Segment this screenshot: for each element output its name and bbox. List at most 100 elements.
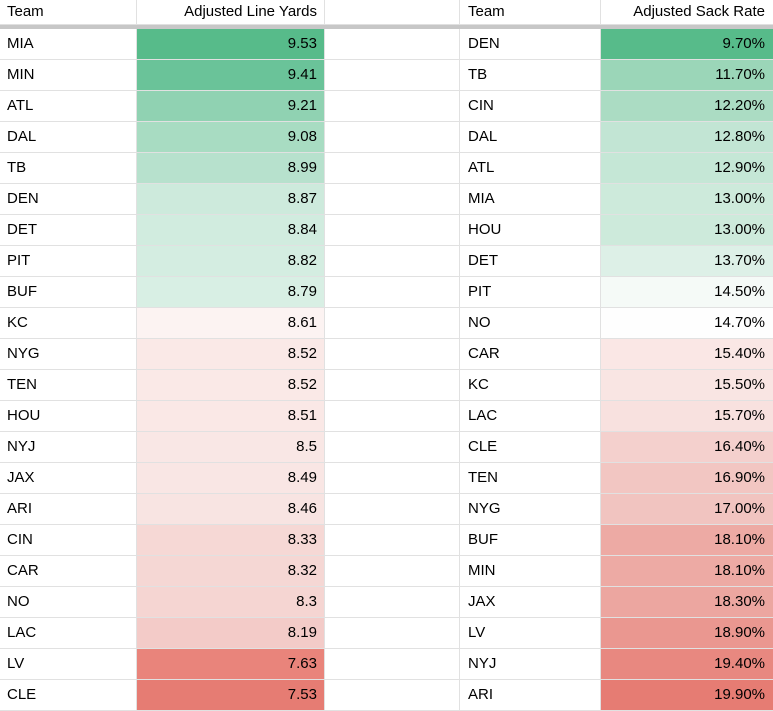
right-team-cell[interactable]: TB <box>460 60 601 91</box>
spacer-cell[interactable] <box>325 122 460 153</box>
right-team-cell[interactable]: CIN <box>460 91 601 122</box>
right-team-cell[interactable]: MIA <box>460 184 601 215</box>
right-value-cell[interactable]: 12.90% <box>601 153 773 184</box>
left-team-cell[interactable]: NO <box>0 587 137 618</box>
left-team-cell[interactable]: BUF <box>0 277 137 308</box>
left-team-cell[interactable]: ARI <box>0 494 137 525</box>
spacer-cell[interactable] <box>325 432 460 463</box>
spacer-cell[interactable] <box>325 680 460 711</box>
right-value-cell[interactable]: 18.10% <box>601 525 773 556</box>
right-value-cell[interactable]: 14.70% <box>601 308 773 339</box>
spacer-cell[interactable] <box>325 60 460 91</box>
right-value-cell[interactable]: 9.70% <box>601 29 773 60</box>
left-value-cell[interactable]: 8.52 <box>137 370 325 401</box>
left-value-cell[interactable]: 8.61 <box>137 308 325 339</box>
right-value-cell[interactable]: 14.50% <box>601 277 773 308</box>
left-team-cell[interactable]: NYG <box>0 339 137 370</box>
left-value-cell[interactable]: 9.08 <box>137 122 325 153</box>
right-team-cell[interactable]: PIT <box>460 277 601 308</box>
spacer-cell[interactable] <box>325 649 460 680</box>
right-value-cell[interactable]: 13.00% <box>601 215 773 246</box>
spacer-cell[interactable] <box>325 401 460 432</box>
left-table-team-header[interactable]: Team <box>0 0 137 24</box>
left-value-cell[interactable]: 7.53 <box>137 680 325 711</box>
left-team-cell[interactable]: CIN <box>0 525 137 556</box>
spacer-cell[interactable] <box>325 184 460 215</box>
left-team-cell[interactable]: PIT <box>0 246 137 277</box>
right-value-cell[interactable]: 13.00% <box>601 184 773 215</box>
left-team-cell[interactable]: CAR <box>0 556 137 587</box>
right-team-cell[interactable]: HOU <box>460 215 601 246</box>
right-team-cell[interactable]: LV <box>460 618 601 649</box>
right-table-value-header[interactable]: Adjusted Sack Rate <box>633 3 765 20</box>
spacer-cell[interactable] <box>325 587 460 618</box>
right-value-cell[interactable]: 11.70% <box>601 60 773 91</box>
spacer-cell[interactable] <box>325 29 460 60</box>
right-value-cell[interactable]: 15.40% <box>601 339 773 370</box>
right-team-cell[interactable]: BUF <box>460 525 601 556</box>
right-team-cell[interactable]: NO <box>460 308 601 339</box>
left-value-cell[interactable]: 8.3 <box>137 587 325 618</box>
left-team-cell[interactable]: TEN <box>0 370 137 401</box>
right-team-cell[interactable]: ATL <box>460 153 601 184</box>
right-team-cell[interactable]: NYG <box>460 494 601 525</box>
right-value-cell[interactable]: 18.10% <box>601 556 773 587</box>
right-value-cell[interactable]: 15.70% <box>601 401 773 432</box>
spacer-cell[interactable] <box>325 277 460 308</box>
spacer-cell[interactable] <box>325 370 460 401</box>
left-team-cell[interactable]: DAL <box>0 122 137 153</box>
left-value-cell[interactable]: 9.21 <box>137 91 325 122</box>
left-value-cell[interactable]: 9.41 <box>137 60 325 91</box>
left-team-cell[interactable]: ATL <box>0 91 137 122</box>
left-value-cell[interactable]: 8.87 <box>137 184 325 215</box>
right-value-cell[interactable]: 19.40% <box>601 649 773 680</box>
spacer-cell[interactable] <box>325 215 460 246</box>
right-team-cell[interactable]: TEN <box>460 463 601 494</box>
spacer-cell[interactable] <box>325 339 460 370</box>
right-team-cell[interactable]: ARI <box>460 680 601 711</box>
right-team-cell[interactable]: MIN <box>460 556 601 587</box>
spacer-cell[interactable] <box>325 91 460 122</box>
left-value-cell[interactable]: 8.52 <box>137 339 325 370</box>
left-value-cell[interactable]: 8.5 <box>137 432 325 463</box>
left-value-cell[interactable]: 8.79 <box>137 277 325 308</box>
left-team-cell[interactable]: CLE <box>0 680 137 711</box>
left-value-cell[interactable]: 9.53 <box>137 29 325 60</box>
right-team-cell[interactable]: CLE <box>460 432 601 463</box>
right-team-cell[interactable]: KC <box>460 370 601 401</box>
left-value-cell[interactable]: 8.82 <box>137 246 325 277</box>
left-team-cell[interactable]: HOU <box>0 401 137 432</box>
left-value-cell[interactable]: 7.63 <box>137 649 325 680</box>
right-value-cell[interactable]: 18.30% <box>601 587 773 618</box>
left-value-cell[interactable]: 8.51 <box>137 401 325 432</box>
left-team-cell[interactable]: JAX <box>0 463 137 494</box>
spacer-cell[interactable] <box>325 153 460 184</box>
spacer-cell[interactable] <box>325 308 460 339</box>
right-team-cell[interactable]: CAR <box>460 339 601 370</box>
right-value-cell[interactable]: 12.20% <box>601 91 773 122</box>
left-value-cell[interactable]: 8.46 <box>137 494 325 525</box>
right-table-team-header[interactable]: Team <box>460 0 601 24</box>
left-value-cell[interactable]: 8.33 <box>137 525 325 556</box>
spacer-header-cell[interactable] <box>325 0 460 24</box>
left-value-cell[interactable]: 8.32 <box>137 556 325 587</box>
right-value-cell[interactable]: 15.50% <box>601 370 773 401</box>
spacer-cell[interactable] <box>325 463 460 494</box>
right-value-cell[interactable]: 17.00% <box>601 494 773 525</box>
spacer-cell[interactable] <box>325 618 460 649</box>
right-team-cell[interactable]: DET <box>460 246 601 277</box>
left-team-cell[interactable]: DEN <box>0 184 137 215</box>
left-team-cell[interactable]: DET <box>0 215 137 246</box>
right-value-cell[interactable]: 18.90% <box>601 618 773 649</box>
right-team-cell[interactable]: DEN <box>460 29 601 60</box>
right-value-cell[interactable]: 16.40% <box>601 432 773 463</box>
left-team-cell[interactable]: TB <box>0 153 137 184</box>
left-value-cell[interactable]: 8.19 <box>137 618 325 649</box>
right-value-cell[interactable]: 19.90% <box>601 680 773 711</box>
spacer-cell[interactable] <box>325 556 460 587</box>
spacer-cell[interactable] <box>325 246 460 277</box>
right-team-cell[interactable]: NYJ <box>460 649 601 680</box>
spacer-cell[interactable] <box>325 525 460 556</box>
left-team-cell[interactable]: MIA <box>0 29 137 60</box>
right-team-cell[interactable]: LAC <box>460 401 601 432</box>
